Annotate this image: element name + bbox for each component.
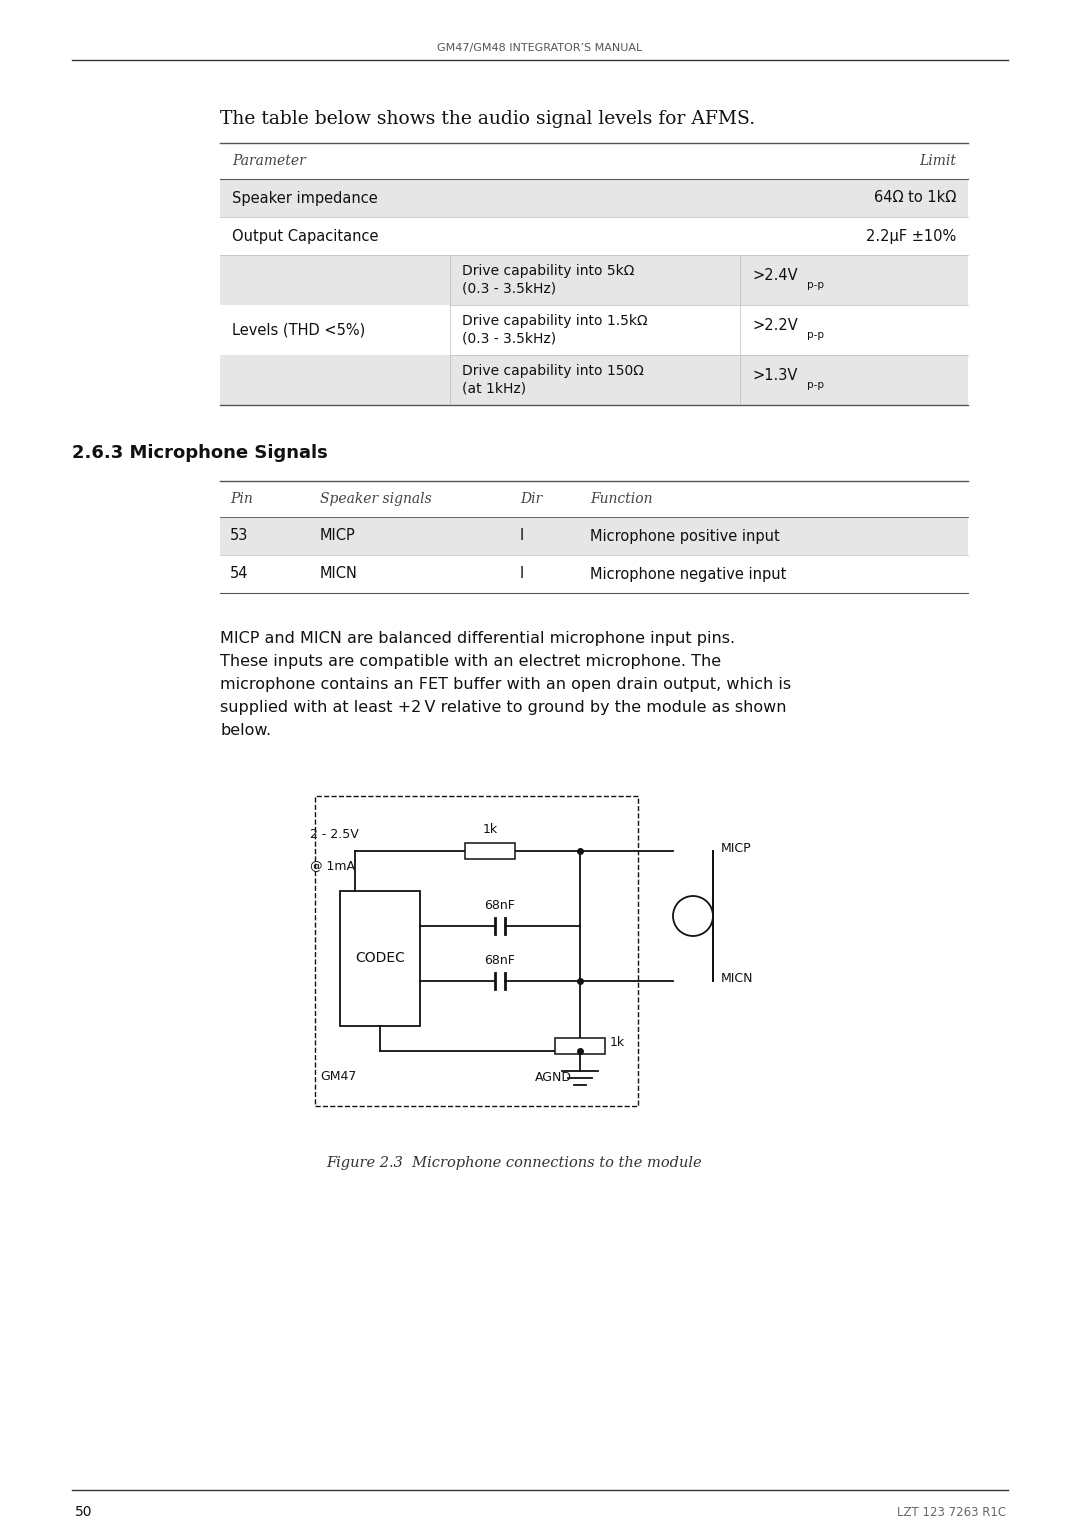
Text: Dir: Dir — [519, 492, 542, 506]
Text: AGND: AGND — [535, 1071, 572, 1083]
Text: 53: 53 — [230, 529, 248, 544]
Text: 50: 50 — [75, 1505, 93, 1519]
Text: Function: Function — [590, 492, 652, 506]
Text: 68nF: 68nF — [485, 898, 515, 912]
Text: Speaker impedance: Speaker impedance — [232, 191, 378, 205]
Text: Output Capacitance: Output Capacitance — [232, 229, 378, 243]
Text: MICN: MICN — [721, 972, 754, 986]
Text: Drive capability into 150Ω
(at 1kHz): Drive capability into 150Ω (at 1kHz) — [462, 364, 644, 396]
Text: below.: below. — [220, 723, 271, 738]
Text: MICP and MICN are balanced differential microphone input pins.: MICP and MICN are balanced differential … — [220, 631, 735, 646]
Bar — [465, 843, 515, 859]
Text: GM47/GM48 INTEGRATOR’S MANUAL: GM47/GM48 INTEGRATOR’S MANUAL — [437, 43, 643, 53]
Text: >2.2V: >2.2V — [752, 318, 798, 333]
Text: GM47: GM47 — [320, 1070, 356, 1082]
Text: I: I — [519, 567, 524, 582]
Text: These inputs are compatible with an electret microphone. The: These inputs are compatible with an elec… — [220, 654, 721, 669]
Text: 68nF: 68nF — [485, 953, 515, 967]
Text: 1k: 1k — [483, 824, 498, 836]
Bar — [555, 1038, 605, 1054]
Text: LZT 123 7263 R1C: LZT 123 7263 R1C — [896, 1505, 1005, 1519]
Text: @ 1mA: @ 1mA — [310, 859, 355, 872]
Text: The table below shows the audio signal levels for AFMS.: The table below shows the audio signal l… — [220, 110, 755, 128]
Text: >2.4V: >2.4V — [752, 269, 798, 284]
Text: 54: 54 — [230, 567, 248, 582]
Text: Parameter: Parameter — [232, 154, 306, 168]
Text: MICP: MICP — [320, 529, 355, 544]
Bar — [220, 354, 968, 405]
Text: Limit: Limit — [919, 154, 956, 168]
Text: CODEC: CODEC — [355, 952, 405, 966]
Text: 1k: 1k — [610, 1036, 625, 1048]
Text: 2 - 2.5V: 2 - 2.5V — [310, 828, 359, 840]
Text: MICN: MICN — [320, 567, 357, 582]
Text: p-p: p-p — [807, 330, 824, 341]
Text: MICP: MICP — [721, 842, 752, 856]
Bar — [220, 516, 968, 555]
Text: Microphone positive input: Microphone positive input — [590, 529, 780, 544]
Text: Pin: Pin — [230, 492, 253, 506]
Text: Levels (THD <5%): Levels (THD <5%) — [232, 322, 365, 338]
Text: 2.6.3 Microphone Signals: 2.6.3 Microphone Signals — [72, 445, 327, 461]
Bar — [220, 179, 968, 217]
Bar — [315, 796, 638, 1106]
Text: Drive capability into 1.5kΩ
(0.3 - 3.5kHz): Drive capability into 1.5kΩ (0.3 - 3.5kH… — [462, 315, 648, 345]
Text: Figure 2.3  Microphone connections to the module: Figure 2.3 Microphone connections to the… — [326, 1157, 702, 1170]
Text: Microphone negative input: Microphone negative input — [590, 567, 786, 582]
Bar — [220, 255, 968, 306]
Text: Speaker signals: Speaker signals — [320, 492, 432, 506]
Text: supplied with at least +2 V relative to ground by the module as shown: supplied with at least +2 V relative to … — [220, 700, 786, 715]
Text: 64Ω to 1kΩ: 64Ω to 1kΩ — [874, 191, 956, 205]
Text: Drive capability into 5kΩ
(0.3 - 3.5kHz): Drive capability into 5kΩ (0.3 - 3.5kHz) — [462, 264, 634, 296]
Text: microphone contains an FET buffer with an open drain output, which is: microphone contains an FET buffer with a… — [220, 677, 792, 692]
Text: >1.3V: >1.3V — [752, 368, 797, 384]
Text: p-p: p-p — [807, 380, 824, 390]
Text: 2.2μF ±10%: 2.2μF ±10% — [866, 229, 956, 243]
Circle shape — [673, 895, 713, 937]
Text: I: I — [519, 529, 524, 544]
Text: p-p: p-p — [807, 280, 824, 290]
Bar — [340, 891, 420, 1025]
